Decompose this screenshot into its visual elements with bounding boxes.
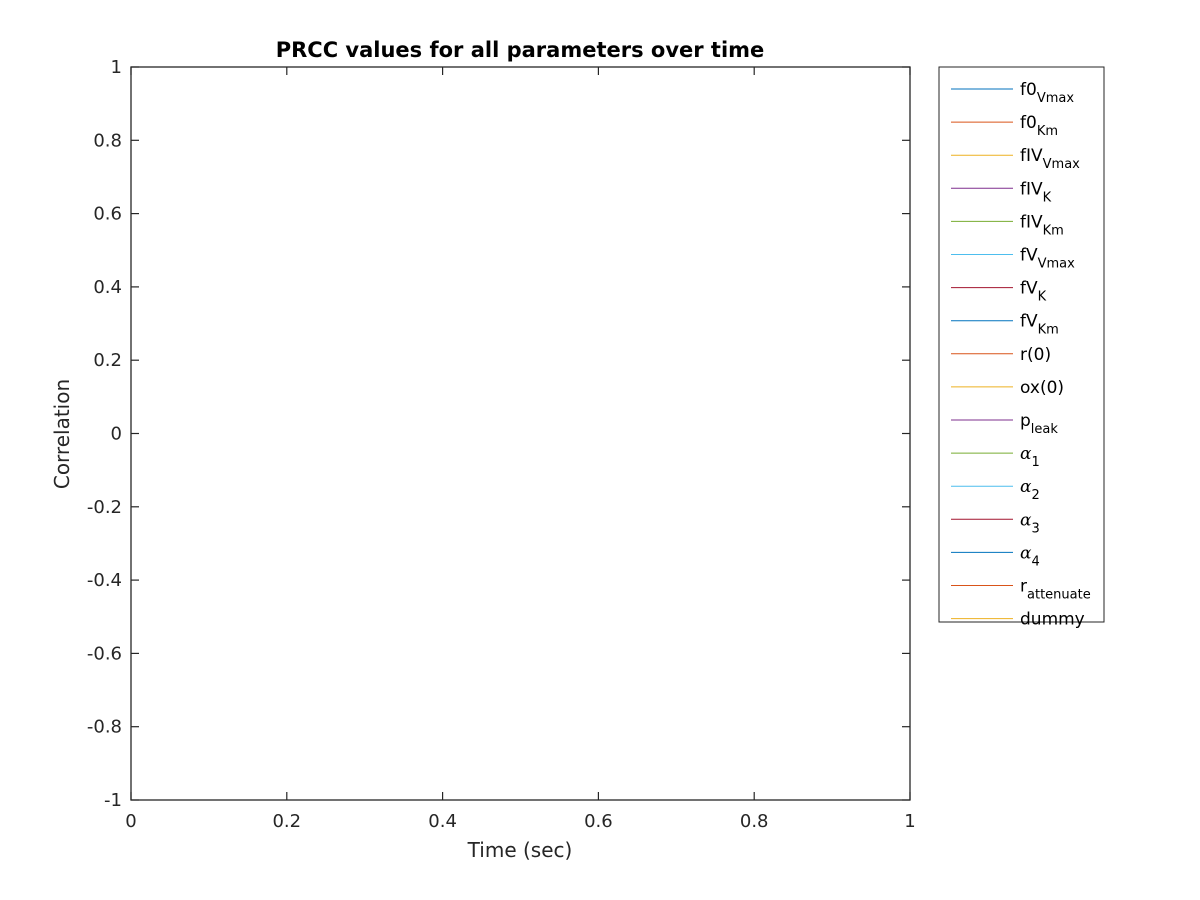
x-tick-label: 0.4	[428, 811, 457, 832]
legend-entry: fIVVmax	[951, 146, 1080, 172]
y-tick-label: -0.6	[87, 643, 122, 664]
legend-entry: fIVKm	[951, 212, 1064, 238]
legend-label: rattenuate	[1020, 577, 1091, 603]
legend-label: fVVmax	[1020, 246, 1075, 272]
y-tick-label: 0.6	[93, 204, 122, 225]
legend-entry: rattenuate	[951, 577, 1091, 603]
legend-entry: r(0)	[951, 345, 1051, 365]
y-tick-label: 0.4	[93, 277, 122, 298]
legend-label: fIVK	[1020, 179, 1052, 205]
legend-entry: fVKm	[951, 312, 1059, 338]
chart-title: PRCC values for all parameters over time	[276, 38, 765, 62]
x-axis-ticks: 0 0.2 0.4 0.6 0.8 1	[125, 67, 916, 832]
x-tick-label: 0	[125, 811, 136, 832]
legend-entry: α2	[951, 477, 1040, 503]
legend-entry: f0Km	[951, 113, 1058, 139]
legend-entry: α4	[951, 543, 1040, 569]
legend-entry: α1	[951, 444, 1040, 470]
legend-label: α3	[1020, 510, 1040, 536]
legend-label: α1	[1020, 444, 1040, 470]
y-tick-label: -0.4	[87, 570, 122, 591]
y-tick-label: -1	[104, 790, 122, 811]
y-tick-label: -0.2	[87, 497, 122, 518]
y-tick-label: -0.8	[87, 717, 122, 738]
plot-area	[131, 67, 910, 800]
legend-entry: f0Vmax	[951, 80, 1074, 106]
x-tick-label: 0.2	[272, 811, 301, 832]
legend-label: dummy	[1020, 610, 1085, 630]
legend-label: fVK	[1020, 279, 1047, 305]
legend-label: fIVKm	[1020, 212, 1064, 238]
legend-label: fIVVmax	[1020, 146, 1080, 172]
axes-box	[130, 66, 911, 801]
legend-entry: pleak	[951, 411, 1058, 437]
legend-label: ox(0)	[1020, 378, 1064, 398]
x-tick-label: 0.6	[584, 811, 613, 832]
legend-label: α2	[1020, 477, 1040, 503]
x-tick-label: 1	[904, 811, 915, 832]
legend-box	[938, 66, 1105, 623]
y-tick-label: 0.2	[93, 350, 122, 371]
legend-label: f0Km	[1020, 113, 1058, 139]
y-axis-label: Correlation	[50, 379, 74, 489]
x-tick-label: 0.8	[740, 811, 769, 832]
legend-entry: dummy	[951, 610, 1085, 630]
legend-entry: ox(0)	[951, 378, 1064, 398]
y-axis-ticks: 1 0.8 0.6 0.4 0.2 0 -0.2 -0.4 -0.6 -0.8 -1	[87, 57, 910, 811]
y-tick-label: 0.8	[93, 130, 122, 151]
legend-entry: fVVmax	[951, 246, 1075, 272]
y-tick-label: 0	[111, 424, 122, 445]
legend-label: pleak	[1020, 411, 1058, 437]
legend-entry: fVK	[951, 279, 1047, 305]
legend-label: α4	[1020, 543, 1040, 569]
y-tick-label: 1	[111, 57, 122, 78]
legend: f0Vmax f0Km fIVVmax fIVK fIVKm fVVmax fVK fVKm r…	[938, 66, 1105, 630]
legend-entry: fIVK	[951, 179, 1052, 205]
legend-label: f0Vmax	[1020, 80, 1074, 106]
legend-label: r(0)	[1020, 345, 1051, 365]
x-axis-label: Time (sec)	[467, 838, 573, 862]
legend-entry: α3	[951, 510, 1040, 536]
legend-label: fVKm	[1020, 312, 1059, 338]
